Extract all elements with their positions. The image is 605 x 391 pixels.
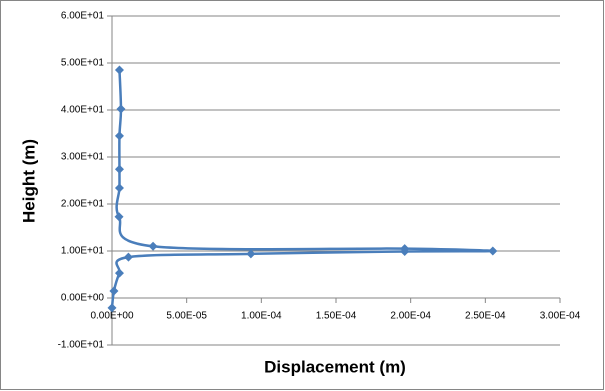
marker — [114, 268, 124, 278]
marker — [116, 104, 126, 114]
y-tick-label: 1.00E+01 — [61, 246, 105, 257]
marker — [488, 246, 498, 256]
marker — [107, 303, 117, 313]
x-tick-label: 5.00E-05 — [166, 311, 207, 322]
y-tick-label: 5.00E+01 — [61, 58, 105, 69]
marker — [109, 286, 119, 296]
y-tick-label: -1.00E+01 — [58, 340, 105, 351]
marker — [114, 131, 124, 141]
y-axis-title: Height (m) — [19, 139, 38, 223]
marker — [123, 252, 133, 262]
y-tick-label: 0.00E+00 — [61, 293, 105, 304]
series-line — [110, 70, 495, 309]
x-tick-label: 3.00E-04 — [540, 311, 581, 322]
x-tick-label: 1.50E-04 — [316, 311, 357, 322]
marker — [246, 249, 256, 259]
x-tick-label: 2.50E-04 — [465, 311, 506, 322]
y-tick-label: 4.00E+01 — [61, 105, 105, 116]
marker — [114, 212, 124, 222]
x-tick-label: 2.00E-04 — [390, 311, 431, 322]
x-axis-title: Displacement (m) — [264, 357, 406, 376]
marker — [114, 183, 124, 193]
y-tick-label: 2.00E+01 — [61, 199, 105, 210]
y-tick-label: 3.00E+01 — [61, 152, 105, 163]
x-tick-label: 1.00E-04 — [241, 311, 282, 322]
x-tick-label: 0.00E+00 — [90, 311, 134, 322]
marker — [114, 164, 124, 174]
marker — [148, 241, 158, 251]
y-tick-label: 6.00E+01 — [61, 11, 105, 22]
marker — [400, 244, 410, 254]
marker — [114, 65, 124, 75]
